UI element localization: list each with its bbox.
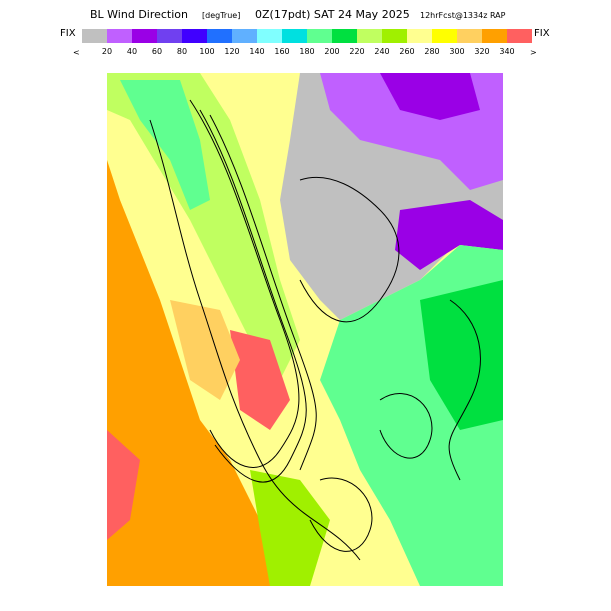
contour [209, 114, 317, 471]
colorbar-segment [457, 29, 482, 43]
colorbar-segment [132, 29, 157, 43]
region [107, 430, 140, 540]
colorbar-tick-label: 220 [349, 47, 364, 56]
colorbar-segment [82, 29, 107, 43]
forecast: 12hrFcst@1334z RAP [420, 11, 506, 20]
colorbar-over: > [530, 48, 537, 57]
region [395, 200, 503, 270]
colorbar-tick-label: 60 [152, 47, 162, 56]
contour [448, 299, 481, 481]
colorbar-tick-label: 80 [177, 47, 187, 56]
contour [379, 393, 433, 459]
region [120, 80, 210, 210]
region [170, 300, 240, 400]
colorbar-tick-label: 20 [102, 47, 112, 56]
map [107, 73, 503, 586]
colorbar-segment [507, 29, 532, 43]
colorbar-tick-label: 280 [424, 47, 439, 56]
colorbar-tick-label: 260 [399, 47, 414, 56]
region [250, 470, 330, 586]
colorbar-segment [257, 29, 282, 43]
colorbar-segment [432, 29, 457, 43]
colorbar-tick-label: 300 [449, 47, 464, 56]
colorbar-segment [357, 29, 382, 43]
region [420, 280, 503, 430]
region [230, 330, 290, 430]
colorbar-tick-label: 100 [199, 47, 214, 56]
colorbar-tick-label: 200 [324, 47, 339, 56]
colorbar-tick-label: 40 [127, 47, 137, 56]
colorbar-tick-label: 140 [249, 47, 264, 56]
colorbar-segment [157, 29, 182, 43]
colorbar-right-label: FIX [534, 28, 550, 39]
region [107, 73, 300, 380]
colorbar-under: < [73, 48, 80, 57]
colorbar-tick-label: 320 [474, 47, 489, 56]
region [380, 73, 480, 120]
colorbar: FIX FIX < > 20 40 60 80 100 120 140 160 180 200 22… [60, 28, 550, 57]
contour [199, 109, 307, 483]
colorbar-tick-label: 160 [274, 47, 289, 56]
units: [degTrue] [202, 11, 240, 20]
colorbar-segment [232, 29, 257, 43]
colorbar-segment [182, 29, 207, 43]
colorbar-segment [207, 29, 232, 43]
colorbar-tick-label: 120 [224, 47, 239, 56]
colorbar-segment [332, 29, 357, 43]
contour [149, 119, 361, 561]
contour [309, 477, 373, 552]
colorbar-segment [107, 29, 132, 43]
contour [189, 99, 300, 468]
valid-time: 0Z(17pdt) SAT 24 May 2025 [255, 8, 410, 21]
title-text: BL Wind Direction [90, 8, 188, 21]
colorbar-tick-label: 180 [299, 47, 314, 56]
colorbar-left-label: FIX [60, 28, 76, 39]
contours [149, 99, 481, 561]
title: BL Wind Direction [degTrue] 0Z(17pdt) SA… [90, 8, 506, 21]
colorbar-segment [307, 29, 332, 43]
colorbar-segment [407, 29, 432, 43]
colorbar-segment [482, 29, 507, 43]
contour [299, 176, 400, 323]
colorbar-tick-label: 340 [499, 47, 514, 56]
colorbar-segment [382, 29, 407, 43]
colorbar-segment [282, 29, 307, 43]
colorbar-tick-label: 240 [374, 47, 389, 56]
